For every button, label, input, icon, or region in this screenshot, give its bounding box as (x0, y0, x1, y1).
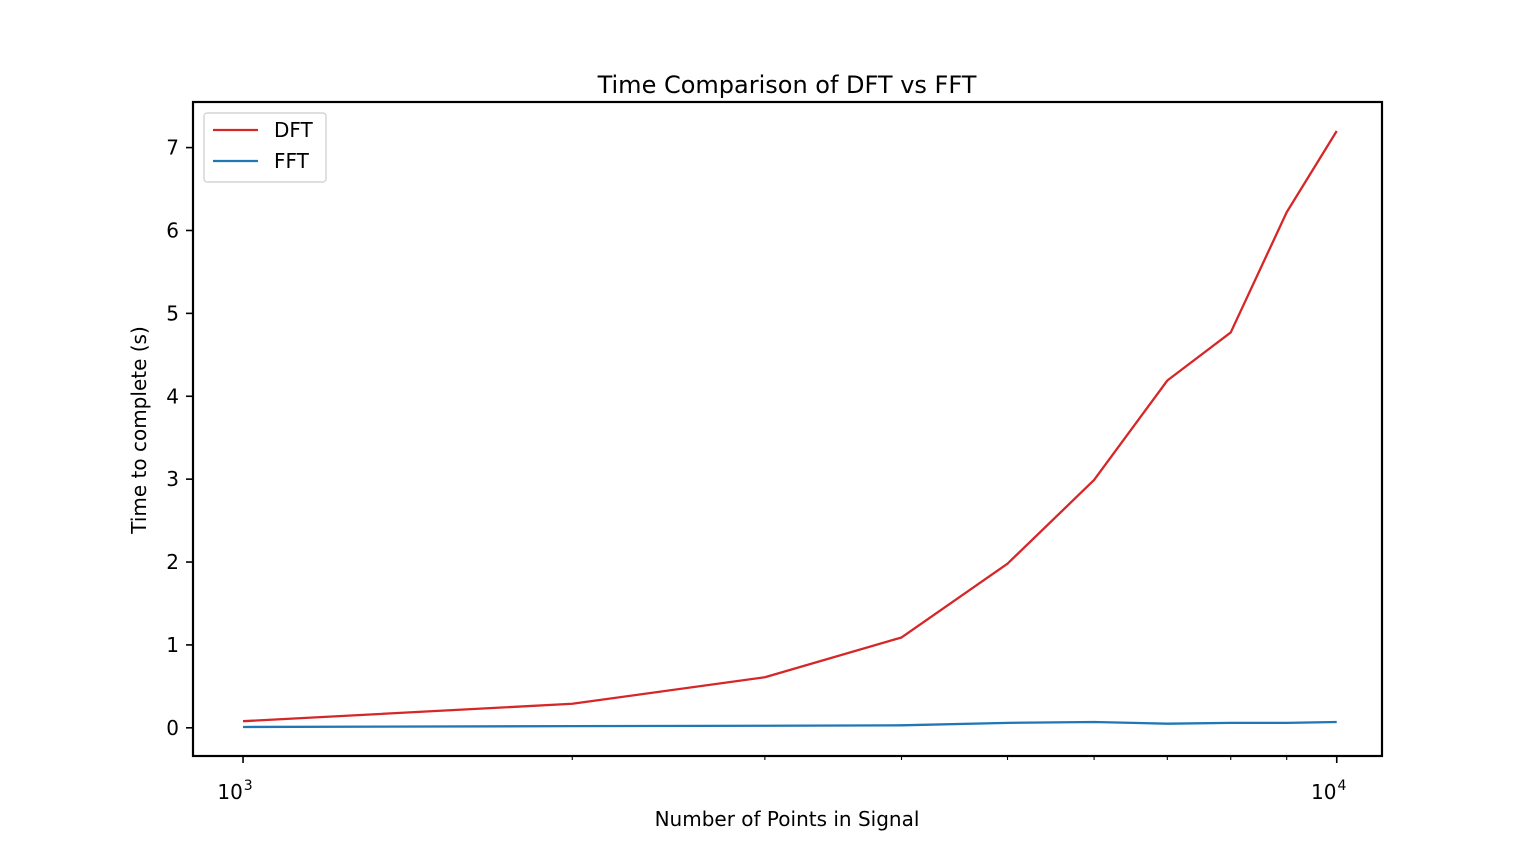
series-line-dft (242, 130, 1338, 723)
legend: DFT FFT (203, 112, 327, 183)
y-tick-label-0: 0 (166, 716, 179, 740)
x-axis-label: Number of Points in Signal (655, 807, 920, 831)
y-tick-label-7: 7 (166, 136, 179, 160)
y-tick-label-6: 6 (166, 218, 179, 242)
plot-area: 0 1 2 3 4 5 6 7 103 104 (166, 100, 1384, 804)
y-tick-label-2: 2 (166, 550, 179, 574)
y-tick-label-4: 4 (166, 384, 179, 408)
y-tick-label-3: 3 (166, 467, 179, 491)
x-tick-label-1000: 103 (217, 778, 252, 804)
y-tick-label-5: 5 (166, 301, 179, 325)
series-line-fft (243, 720, 1337, 729)
legend-label-fft: FFT (274, 149, 310, 173)
y-tick-label-1: 1 (166, 633, 179, 657)
chart-title: Time Comparison of DFT vs FFT (597, 71, 977, 99)
x-tick-label-10000: 104 (1311, 778, 1346, 804)
legend-label-dft: DFT (274, 118, 314, 142)
axes-frame (191, 100, 1384, 758)
y-axis-label: Time to complete (s) (127, 326, 151, 535)
